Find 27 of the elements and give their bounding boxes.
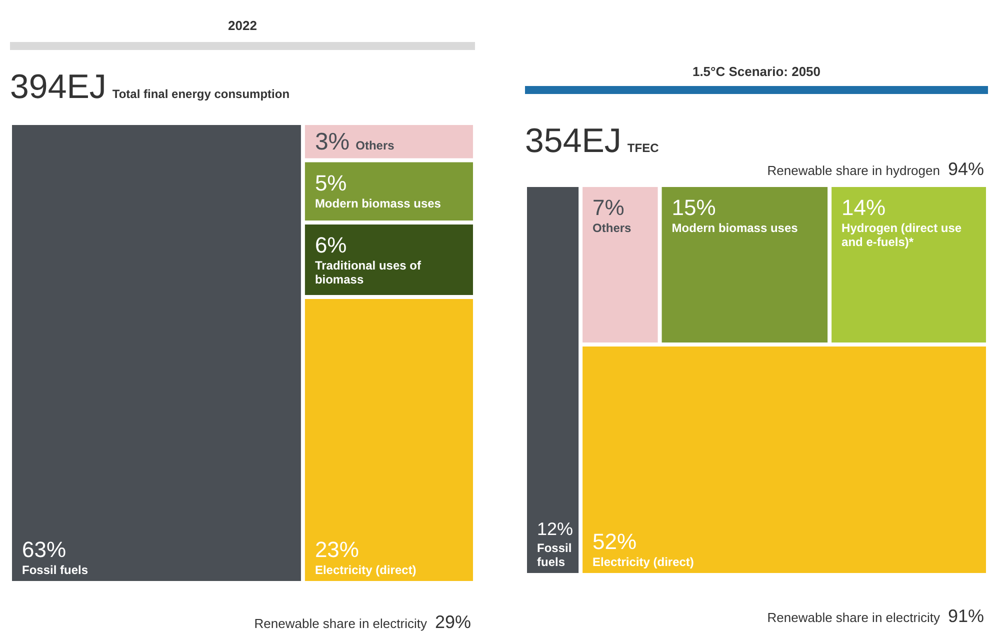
- category-label: Electricity (direct): [314, 563, 416, 577]
- category-label: Fossil fuels: [22, 563, 88, 577]
- data-label: 6%: [314, 232, 347, 258]
- data-label: 15%: [672, 195, 716, 220]
- text: Renewable share in hydrogen 94%: [767, 159, 984, 179]
- text: 354EJ TFEC: [525, 122, 660, 160]
- category-label: Modern biomass uses: [314, 196, 442, 210]
- category-label: Electricity (direct): [592, 555, 694, 569]
- text: 1.5°C Scenario: 2050: [692, 64, 821, 79]
- data-label: 7%: [592, 195, 624, 220]
- category-label: Others: [356, 138, 395, 153]
- category-label: Fossil fuels: [537, 541, 572, 569]
- data-label: 23%: [314, 537, 359, 562]
- text: Renewable share in electricity 91%: [767, 606, 984, 626]
- category-label: Traditional uses of biomass: [314, 258, 422, 286]
- text: 2022: [228, 18, 257, 33]
- data-label: 5%: [314, 170, 347, 196]
- data-label: 12%: [537, 519, 573, 539]
- category-label: Modern biomass uses: [672, 221, 798, 235]
- text: Renewable share in electricity 29%: [254, 612, 471, 632]
- text: 394EJ Total final energy consumption: [10, 68, 290, 106]
- category-label: Others: [592, 221, 632, 235]
- data-label: 3%: [314, 128, 350, 156]
- category-label: Hydrogen (direct use and e-fuels)*: [842, 221, 962, 249]
- data-label: 63%: [22, 537, 66, 562]
- data-label: 14%: [842, 195, 886, 220]
- data-label: 52%: [592, 529, 637, 554]
